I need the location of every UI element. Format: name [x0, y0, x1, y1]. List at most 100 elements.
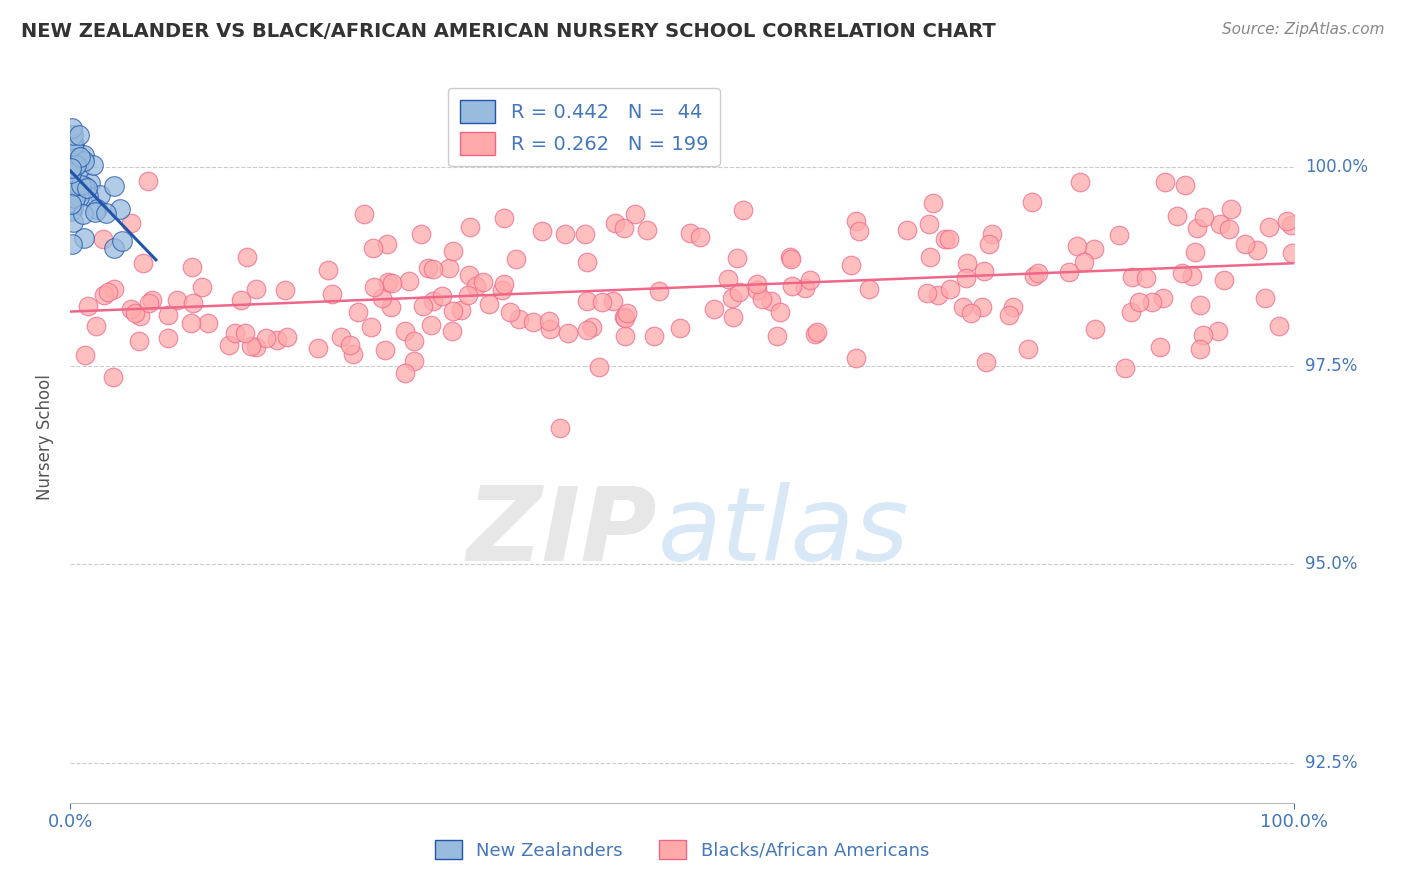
Point — [76, 180, 98, 194]
Point — [62, 128, 84, 142]
Point — [1119, 305, 1142, 319]
Point — [858, 282, 880, 296]
Point — [1268, 318, 1291, 333]
Point — [896, 223, 918, 237]
Point — [1073, 255, 1095, 269]
Point — [1254, 292, 1277, 306]
Text: NEW ZEALANDER VS BLACK/AFRICAN AMERICAN NURSERY SCHOOL CORRELATION CHART: NEW ZEALANDER VS BLACK/AFRICAN AMERICAN … — [21, 22, 995, 41]
Point — [59, 161, 82, 175]
Point — [73, 230, 96, 244]
Point — [1166, 210, 1188, 224]
Point — [499, 305, 522, 319]
Point — [65, 191, 87, 205]
Point — [62, 160, 84, 174]
Point — [69, 150, 91, 164]
Point — [141, 293, 163, 307]
Point — [59, 196, 82, 211]
Point — [157, 331, 180, 345]
Point — [1246, 244, 1268, 258]
Point — [576, 323, 599, 337]
Point — [779, 252, 801, 267]
Point — [374, 343, 396, 357]
Point — [363, 279, 385, 293]
Point — [1057, 264, 1080, 278]
Point — [166, 293, 188, 307]
Point — [420, 318, 443, 332]
Point — [1084, 321, 1107, 335]
Point — [728, 285, 751, 299]
Point — [329, 330, 352, 344]
Point — [723, 310, 745, 325]
Point — [346, 305, 368, 319]
Point — [939, 282, 962, 296]
Point — [1135, 271, 1157, 285]
Point — [82, 158, 104, 172]
Point — [557, 326, 579, 340]
Point — [65, 158, 87, 172]
Point — [747, 283, 769, 297]
Point — [1192, 327, 1215, 342]
Point — [1192, 210, 1215, 224]
Point — [1233, 236, 1256, 251]
Point — [73, 153, 96, 168]
Point — [956, 255, 979, 269]
Point — [491, 283, 513, 297]
Point — [245, 281, 267, 295]
Point — [605, 216, 627, 230]
Point — [450, 303, 472, 318]
Point — [614, 311, 637, 326]
Point — [79, 176, 101, 190]
Point — [1281, 219, 1303, 233]
Point — [67, 162, 90, 177]
Point — [181, 260, 204, 274]
Point — [60, 143, 83, 157]
Point — [779, 251, 801, 265]
Point — [96, 285, 118, 299]
Text: 97.5%: 97.5% — [1305, 357, 1357, 375]
Point — [1069, 175, 1091, 189]
Point — [70, 185, 93, 199]
Point — [1152, 291, 1174, 305]
Point — [353, 207, 375, 221]
Point — [62, 215, 84, 229]
Point — [1188, 298, 1211, 312]
Point — [394, 324, 416, 338]
Point — [623, 207, 645, 221]
Text: 95.0%: 95.0% — [1305, 556, 1357, 574]
Point — [761, 294, 783, 309]
Point — [124, 306, 146, 320]
Point — [94, 206, 117, 220]
Y-axis label: Nursery School: Nursery School — [37, 374, 55, 500]
Point — [669, 321, 692, 335]
Point — [233, 326, 256, 341]
Point — [576, 255, 599, 269]
Point — [1218, 222, 1240, 236]
Point — [918, 217, 941, 231]
Point — [1021, 194, 1043, 209]
Point — [927, 288, 949, 302]
Point — [339, 337, 361, 351]
Point — [371, 291, 394, 305]
Point — [361, 241, 384, 255]
Point — [197, 316, 219, 330]
Point — [804, 327, 827, 342]
Point — [276, 329, 298, 343]
Point — [531, 224, 554, 238]
Point — [1066, 239, 1088, 253]
Point — [841, 258, 863, 272]
Point — [494, 211, 516, 226]
Point — [1184, 244, 1206, 259]
Point — [492, 277, 515, 292]
Point — [581, 320, 603, 334]
Point — [62, 202, 84, 216]
Text: Source: ZipAtlas.com: Source: ZipAtlas.com — [1222, 22, 1385, 37]
Point — [973, 264, 995, 278]
Text: 100.0%: 100.0% — [1305, 158, 1368, 176]
Point — [91, 231, 114, 245]
Point — [591, 295, 613, 310]
Point — [1181, 269, 1204, 284]
Point — [191, 280, 214, 294]
Point — [1209, 217, 1232, 231]
Point — [922, 195, 945, 210]
Point — [588, 359, 610, 374]
